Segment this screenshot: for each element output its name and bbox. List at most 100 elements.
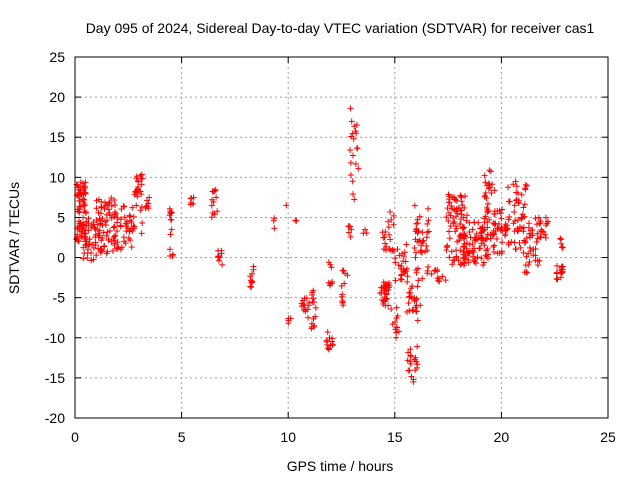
data-point [469, 247, 476, 254]
data-point [380, 234, 387, 241]
data-point [90, 219, 97, 226]
x-tick-label: 25 [600, 429, 616, 445]
data-point [473, 230, 480, 237]
data-point [111, 241, 118, 248]
data-point [329, 342, 336, 349]
data-point [303, 295, 310, 302]
data-point [117, 222, 124, 229]
data-point [526, 258, 533, 265]
data-point [521, 237, 528, 244]
data-point [146, 194, 153, 201]
data-point [247, 277, 254, 284]
data-point [463, 217, 470, 224]
data-point [325, 259, 332, 266]
data-point [520, 228, 527, 235]
y-tick-label: -15 [45, 370, 65, 386]
data-point [166, 205, 173, 212]
data-point [392, 277, 399, 284]
data-point [467, 234, 474, 241]
data-point [80, 180, 87, 187]
data-point [542, 231, 549, 238]
data-point [392, 259, 399, 266]
data-point [408, 295, 415, 302]
data-point [80, 255, 87, 262]
data-point [405, 349, 412, 356]
data-point [478, 229, 485, 236]
data-point [132, 189, 139, 196]
y-tick-label: -10 [45, 330, 65, 346]
data-point [385, 224, 392, 231]
data-point [457, 261, 464, 268]
data-point [449, 205, 456, 212]
data-point [457, 207, 464, 214]
data-point [95, 209, 102, 216]
data-point [114, 219, 121, 226]
data-point [442, 277, 449, 284]
data-point [462, 252, 469, 259]
data-point [126, 212, 133, 219]
data-point [457, 220, 464, 227]
data-point [410, 307, 417, 314]
data-point [393, 324, 400, 331]
data-point [511, 228, 518, 235]
data-point [465, 259, 472, 266]
data-point [121, 203, 128, 210]
data-point [247, 283, 254, 290]
x-tick-label: 20 [494, 429, 510, 445]
data-point [443, 243, 450, 250]
data-point [102, 218, 109, 225]
data-point [409, 283, 416, 290]
data-point [511, 217, 518, 224]
data-point [94, 226, 101, 233]
data-point [444, 205, 451, 212]
data-point [414, 364, 421, 371]
data-point [532, 215, 539, 222]
data-point [324, 345, 331, 352]
data-point [413, 302, 420, 309]
data-point [104, 229, 111, 236]
data-point [532, 245, 539, 252]
data-point [484, 208, 491, 215]
data-point [494, 208, 501, 215]
data-point [447, 223, 454, 230]
data-point [491, 242, 498, 249]
data-point [535, 214, 542, 221]
data-point [434, 268, 441, 275]
data-point [499, 239, 506, 246]
data-point [270, 217, 277, 224]
data-point [404, 273, 411, 280]
y-tick-label: 0 [57, 250, 65, 266]
data-point [488, 190, 495, 197]
data-point [498, 215, 505, 222]
data-point [520, 249, 527, 256]
data-point [404, 357, 411, 364]
data-point [464, 212, 471, 219]
data-point [474, 254, 481, 261]
data-point [484, 200, 491, 207]
data-point [386, 284, 393, 291]
data-point [93, 252, 100, 259]
x-tick-labels: 0 5 10 15 20 25 [71, 429, 616, 445]
data-point [491, 221, 498, 228]
data-point [347, 233, 354, 240]
data-point [525, 262, 532, 269]
data-point [326, 334, 333, 341]
data-point [362, 226, 369, 233]
data-point [558, 264, 565, 271]
data-point [102, 222, 109, 229]
data-point [85, 215, 92, 222]
data-point [453, 247, 460, 254]
data-point [390, 247, 397, 254]
data-point [492, 220, 499, 227]
data-point [554, 276, 561, 283]
data-point [340, 267, 347, 274]
data-point [97, 249, 104, 256]
data-point [83, 218, 90, 225]
data-point [105, 206, 112, 213]
data-point [458, 193, 465, 200]
y-axis-label: SDTVAR / TECUs [6, 182, 22, 294]
data-point [397, 265, 404, 272]
data-point [98, 203, 105, 210]
data-point [271, 225, 278, 232]
data-point [120, 234, 127, 241]
